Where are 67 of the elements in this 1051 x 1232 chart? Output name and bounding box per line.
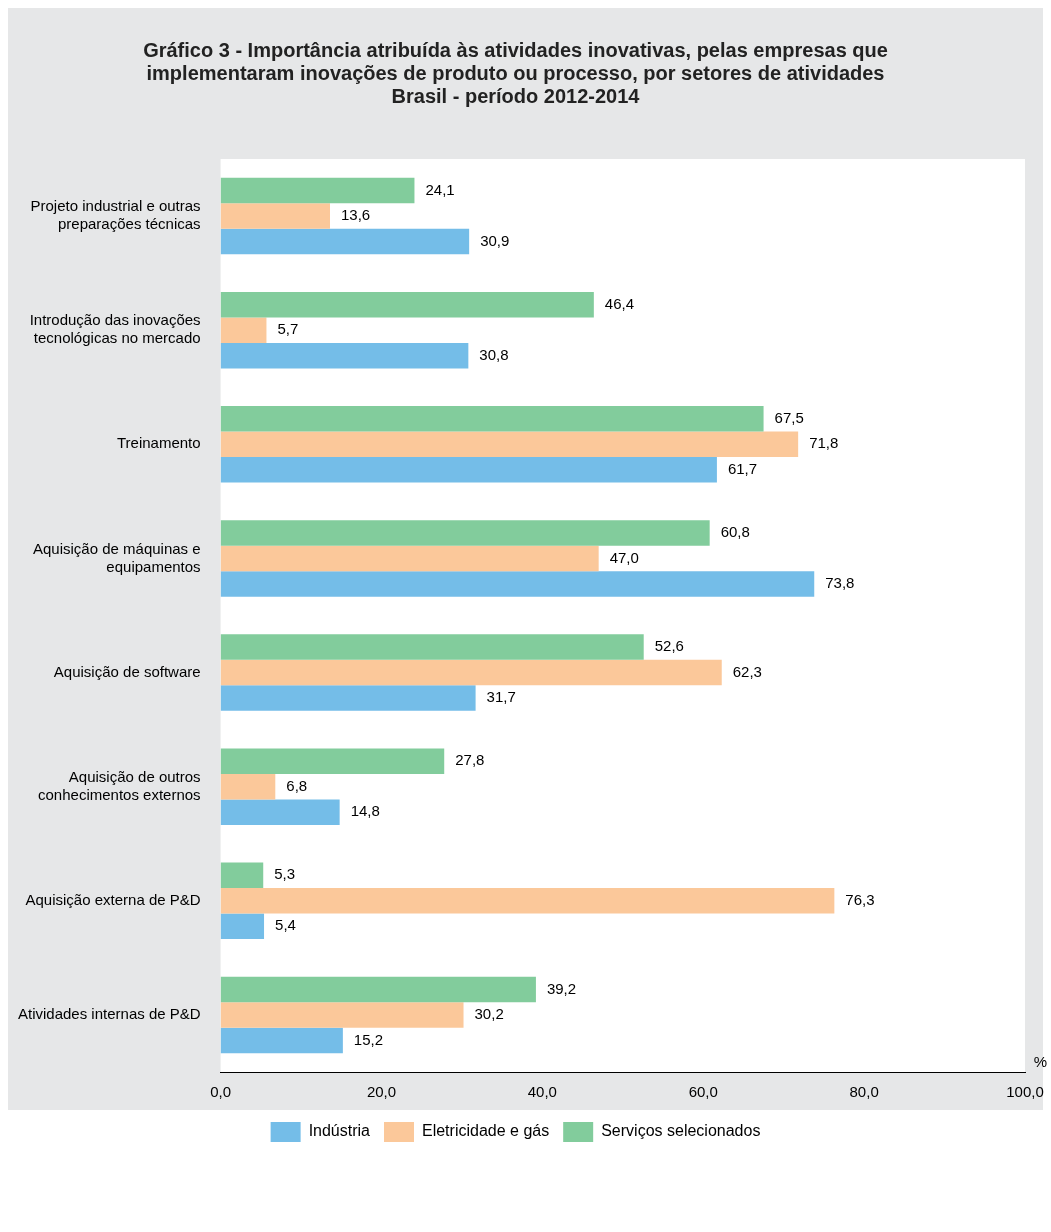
bar	[220, 457, 717, 483]
bar	[220, 317, 267, 343]
y-tick-label: Aquisição de outros conhecimentos externos	[38, 767, 201, 803]
bar	[220, 773, 276, 800]
bar	[220, 1002, 464, 1028]
bar	[220, 520, 710, 546]
data-label: 30,8	[479, 345, 509, 363]
bar	[220, 177, 415, 204]
y-tick-label: Projeto industrial e outras preparações técnicas	[30, 197, 201, 233]
bar	[220, 545, 599, 572]
x-axis-title: %	[1033, 1052, 1047, 1070]
data-label: 52,6	[654, 637, 684, 655]
data-label: 60,8	[720, 523, 750, 541]
bar	[220, 571, 815, 597]
data-label: 5,7	[277, 320, 299, 338]
bar	[220, 228, 470, 255]
data-label: 5,4	[275, 916, 296, 934]
y-tick-label: Treinamento	[116, 434, 201, 452]
data-label: 46,4	[604, 294, 635, 312]
bar	[220, 634, 644, 660]
data-label: 24,1	[425, 180, 455, 198]
data-label: 76,3	[845, 890, 875, 908]
legend-label: Serviços selecionados	[601, 1122, 761, 1140]
data-label: 71,8	[809, 434, 839, 452]
data-label: 15,2	[353, 1030, 384, 1048]
bar	[220, 976, 536, 1003]
data-label: 39,2	[546, 979, 577, 997]
y-tick-label: Aquisição de software	[53, 662, 201, 680]
x-tick-label: 60,0	[688, 1083, 718, 1101]
y-tick-label: Atividades internas de P&D	[17, 1005, 201, 1023]
data-label: 13,6	[341, 206, 371, 224]
bar	[220, 342, 469, 369]
x-tick-label: 100,0	[1006, 1083, 1044, 1101]
bar	[220, 431, 799, 458]
bar	[220, 913, 265, 940]
x-tick-label: 20,0	[366, 1083, 397, 1101]
y-tick-label: Introdução das inovações tecnológicas no mercado	[29, 311, 201, 347]
data-label: 14,8	[350, 802, 380, 820]
bar	[220, 748, 445, 774]
bar	[220, 659, 722, 686]
chart-title: Gráfico 3 - Importância atribuída às atividades inovativas, pelas empresas que implementaram inovações de produto ou processo, por setores de atividades Brasil - período 2012-2014	[143, 39, 888, 108]
x-tick-label: 80,0	[849, 1083, 879, 1101]
bar	[220, 291, 594, 318]
legend-label: Eletricidade e gás	[421, 1122, 550, 1140]
y-tick-label: Aquisição de máquinas e equipamentos	[32, 539, 201, 575]
data-label: 5,3	[274, 865, 296, 883]
data-label: 73,8	[825, 574, 855, 592]
bar	[220, 888, 835, 914]
data-label: 6,8	[286, 776, 308, 794]
data-label: 47,0	[609, 548, 639, 566]
x-tick-label: 40,0	[527, 1083, 557, 1101]
data-label: 30,2	[474, 1005, 504, 1023]
bar	[220, 862, 264, 889]
bar	[220, 203, 330, 229]
data-label: 30,9	[480, 231, 510, 249]
x-tick-label: 0,0	[210, 1083, 232, 1101]
data-label: 27,8	[455, 751, 485, 769]
bar	[220, 799, 340, 825]
data-label: 62,3	[732, 662, 762, 680]
bar	[220, 685, 476, 711]
data-label: 61,7	[727, 459, 758, 477]
bar	[220, 406, 764, 432]
data-label: 31,7	[486, 688, 516, 706]
y-tick-label: Aquisição externa de P&D	[25, 890, 201, 908]
bar	[220, 1027, 343, 1054]
data-label: 67,5	[774, 408, 804, 426]
legend-label: Indústria	[308, 1122, 371, 1140]
